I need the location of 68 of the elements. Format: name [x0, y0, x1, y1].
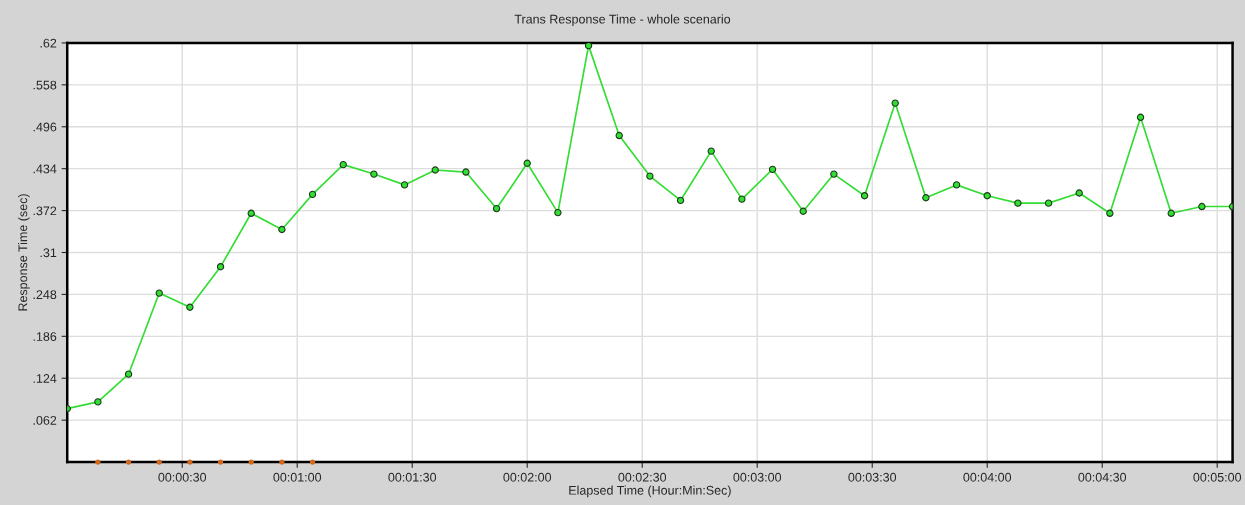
x-tick-label: 00:02:30: [618, 472, 667, 482]
point: [860, 192, 869, 200]
y-tick-label: .186: [33, 332, 57, 341]
x-tick-label: 00:03:30: [848, 472, 897, 482]
y-tick-label: .496: [33, 122, 57, 132]
y-tick-label: .62: [40, 38, 57, 48]
x-axis-title: Elapsed Time (Hour:Min:Sec): [569, 485, 731, 498]
point: [370, 170, 378, 178]
point: [646, 172, 654, 180]
point: [830, 170, 838, 178]
point: [523, 159, 531, 167]
point: [554, 208, 562, 217]
x-tick-label: 00:05:00: [1193, 472, 1242, 482]
x-tick-label: 00:01:00: [273, 472, 322, 482]
y-tick-label: .372: [33, 206, 57, 216]
y-tick-label: .062: [33, 415, 57, 425]
point: [247, 209, 255, 217]
x-tick-label: 00:00:30: [158, 472, 207, 482]
point: [891, 99, 899, 107]
y-tick-label: .434: [33, 164, 57, 174]
point: [1136, 113, 1145, 121]
point: [462, 168, 470, 176]
point: [124, 370, 133, 378]
x-tick-label: 00:04:30: [1078, 472, 1127, 482]
point: [309, 459, 316, 465]
point: [492, 204, 501, 213]
point: [125, 459, 132, 465]
point: [615, 131, 623, 140]
y-tick-label: .558: [33, 80, 57, 90]
point: [186, 303, 194, 311]
point: [952, 181, 961, 189]
point: [738, 195, 746, 203]
point: [431, 166, 439, 174]
point: [768, 165, 777, 174]
x-tick-label: 00:02:00: [503, 472, 552, 482]
point: [922, 194, 930, 202]
point: [1075, 189, 1083, 197]
y-tick-label: .124: [33, 374, 57, 383]
point: [308, 190, 317, 199]
chart-title: Trans Response Time - whole scenario: [514, 14, 731, 27]
point: [1044, 199, 1053, 207]
point: [400, 181, 409, 189]
point: [278, 225, 286, 234]
point: [248, 459, 254, 465]
point: [187, 459, 193, 465]
point: [1198, 202, 1206, 211]
point: [707, 147, 715, 155]
point: [95, 459, 101, 465]
point: [1167, 209, 1175, 217]
point: [217, 459, 224, 465]
point: [155, 289, 163, 297]
point: [94, 398, 102, 406]
point: [1106, 209, 1114, 217]
x-tick-label: 00:04:00: [963, 472, 1012, 482]
point: [584, 42, 593, 50]
point: [983, 192, 991, 200]
point: [279, 459, 285, 465]
point: [1014, 199, 1022, 207]
point: [676, 196, 685, 205]
y-tick-label: .248: [33, 290, 57, 300]
y-tick-label: .31: [40, 248, 57, 258]
point: [799, 207, 807, 215]
y-axis-title: Response Time (sec): [18, 194, 30, 311]
point: [156, 459, 162, 465]
point: [339, 160, 347, 169]
x-tick-label: 00:01:30: [388, 472, 437, 482]
point: [216, 263, 225, 271]
x-tick-label: 00:03:00: [733, 472, 782, 482]
